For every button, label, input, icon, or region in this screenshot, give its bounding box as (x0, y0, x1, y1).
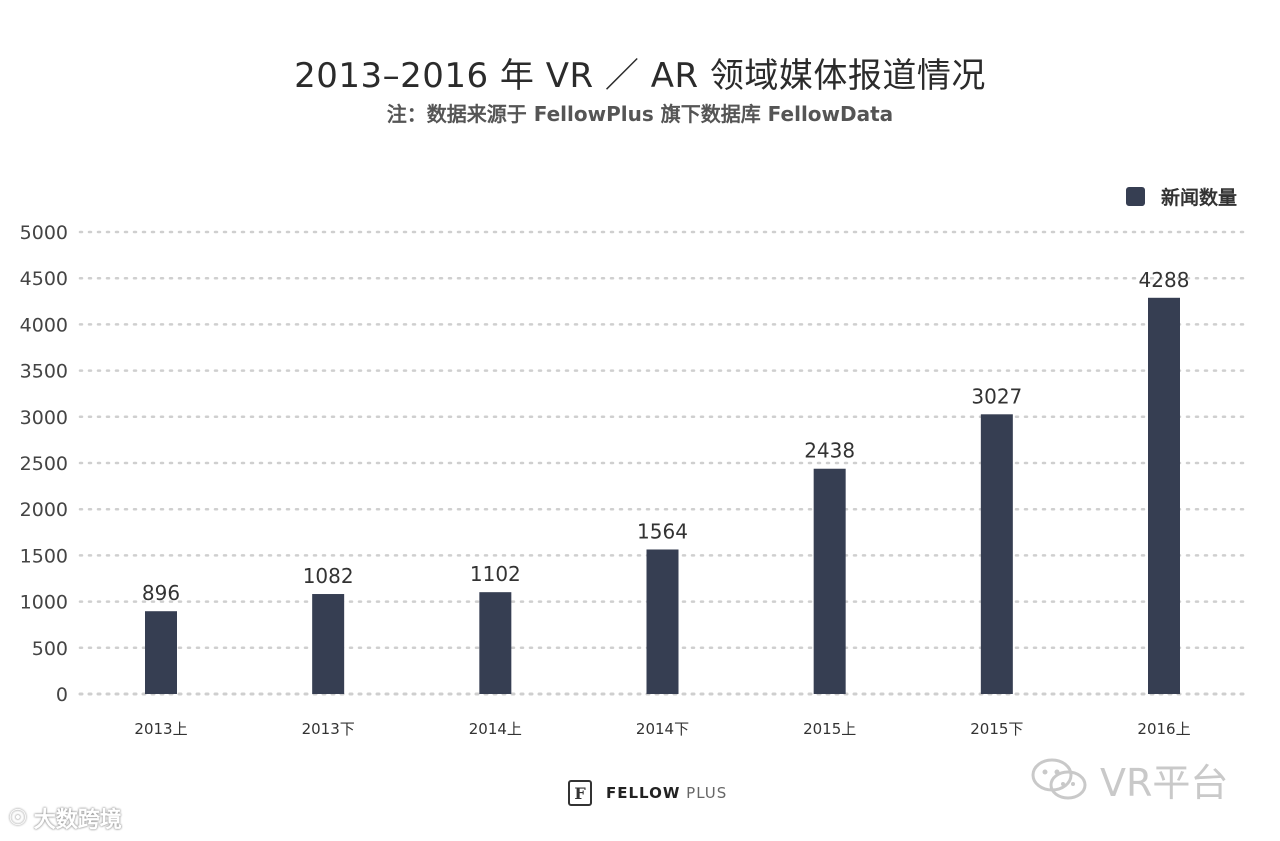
watermark-left-text: 大数跨境 (33, 808, 122, 833)
data-label: 4288 (1139, 268, 1190, 292)
data-label: 1564 (637, 519, 688, 543)
chart-subtitle: 注：数据来源于 FellowPlus 旗下数据库 FellowData (386, 102, 894, 126)
bar (312, 594, 345, 694)
brand-light: PLUS (680, 784, 728, 802)
watermark-right-text: VR平台 (1100, 761, 1229, 805)
y-tick-label: 2000 (20, 499, 68, 521)
watermark-logo-icon: ☉ (8, 805, 28, 831)
x-tick-label: 2013上 (134, 720, 187, 738)
data-label: 1102 (470, 562, 521, 586)
y-tick-label: 1500 (20, 545, 68, 567)
fellowplus-logo: F FELLOW PLUS (568, 780, 727, 806)
legend: 新闻数量 (1126, 183, 1237, 210)
x-tick-label: 2015上 (803, 720, 856, 738)
bar (980, 414, 1013, 694)
x-tick-label: 2014上 (469, 720, 522, 738)
legend-label: 新闻数量 (1161, 187, 1238, 209)
wechat-icon (1031, 758, 1087, 799)
y-tick-label: 3000 (20, 407, 68, 429)
x-tick-label: 2013下 (302, 720, 355, 738)
legend-swatch (1126, 187, 1145, 206)
fellowplus-wordmark: FELLOW PLUS (606, 784, 727, 802)
y-tick-label: 3500 (20, 361, 68, 383)
x-tick-label: 2015下 (970, 720, 1023, 738)
y-tick-label: 5000 (20, 222, 68, 244)
bar (145, 611, 177, 694)
y-tick-label: 2500 (20, 453, 68, 475)
watermark-vr-platform: VR平台 (1030, 752, 1228, 807)
y-tick-label: 500 (32, 638, 68, 660)
data-label: 2438 (804, 439, 855, 463)
y-tick-label: 4500 (20, 268, 68, 290)
data-label: 896 (142, 581, 180, 605)
x-tick-label: 2016上 (1137, 720, 1190, 738)
bar (479, 592, 512, 694)
bar (813, 468, 846, 694)
watermark-dashujingjing: ☉ 大数跨境 (8, 802, 122, 834)
fellowplus-mark-icon: F (568, 780, 592, 806)
x-tick-label: 2014下 (636, 720, 689, 738)
data-label: 3027 (971, 384, 1022, 408)
y-tick-label: 4000 (20, 314, 68, 336)
y-tick-label: 0 (56, 684, 68, 706)
bar (646, 549, 679, 694)
brand-bold: FELLOW (606, 784, 681, 802)
data-label: 1082 (303, 564, 354, 588)
y-tick-label: 1000 (20, 592, 68, 614)
chart-title: 2013–2016 年 VR ／ AR 领域媒体报道情况 (294, 56, 986, 96)
bar (1148, 297, 1180, 694)
